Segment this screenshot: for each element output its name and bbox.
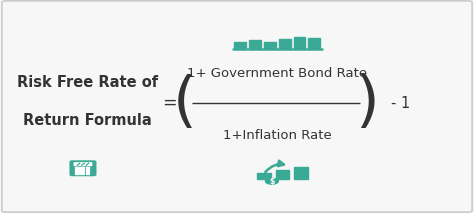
Text: 1+ Government Bond Rate: 1+ Government Bond Rate <box>187 67 367 80</box>
Bar <box>75 173 79 174</box>
FancyBboxPatch shape <box>69 160 96 176</box>
Bar <box>75 167 79 168</box>
Bar <box>86 171 89 172</box>
Circle shape <box>265 178 278 184</box>
Bar <box>80 173 84 174</box>
Bar <box>235 42 246 48</box>
Bar <box>257 173 271 179</box>
Bar <box>75 171 79 172</box>
Text: (: ( <box>173 74 197 133</box>
Text: Return Formula: Return Formula <box>23 113 152 128</box>
Bar <box>86 169 89 170</box>
Text: =: = <box>163 93 177 111</box>
Bar <box>80 167 84 168</box>
Text: Risk Free Rate of: Risk Free Rate of <box>17 75 158 89</box>
Bar <box>309 38 320 48</box>
Bar <box>80 171 84 172</box>
Bar <box>294 167 308 179</box>
Bar <box>293 37 305 48</box>
Text: $: $ <box>269 177 274 186</box>
Text: 1+Inflation Rate: 1+Inflation Rate <box>223 129 332 142</box>
Bar <box>264 42 276 48</box>
FancyBboxPatch shape <box>73 162 92 166</box>
Bar <box>276 170 289 179</box>
Bar <box>80 169 84 170</box>
Bar <box>86 173 89 174</box>
Bar <box>86 167 89 168</box>
Bar <box>279 39 291 48</box>
Text: ): ) <box>356 74 379 133</box>
Text: - 1: - 1 <box>391 96 410 111</box>
Bar <box>75 169 79 170</box>
Bar <box>249 40 261 48</box>
